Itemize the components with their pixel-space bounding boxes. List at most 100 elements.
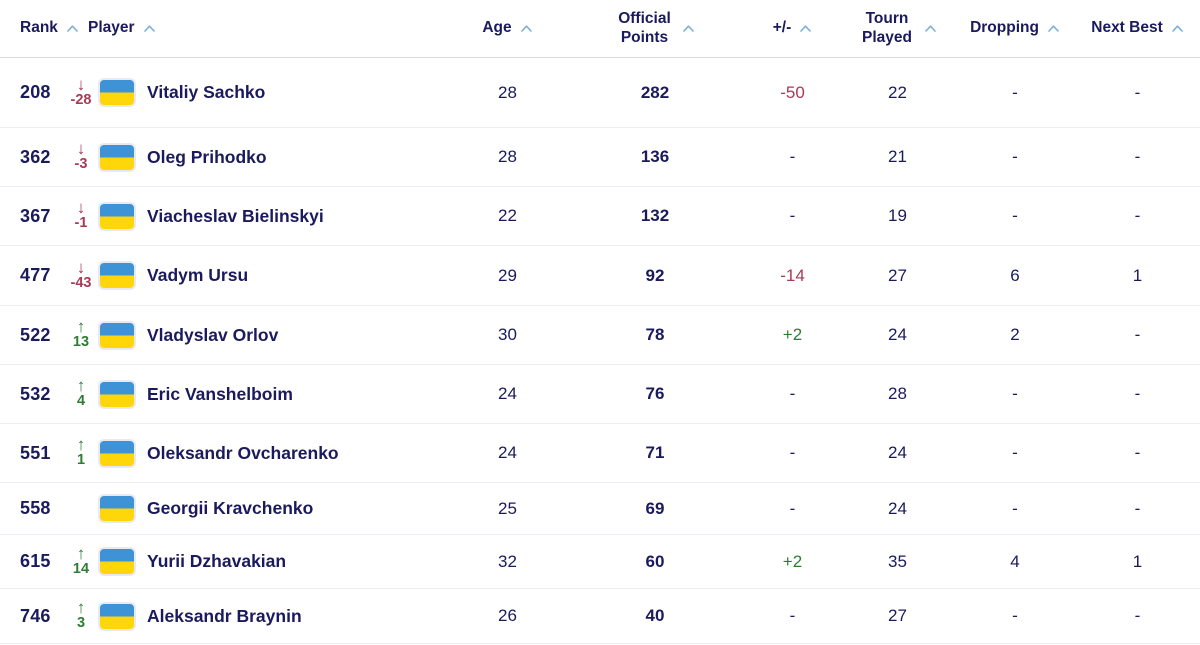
official-points-value: 132 (640, 206, 670, 225)
rank-movement-value: -3 (74, 156, 88, 172)
column-header-player[interactable]: Player (88, 19, 450, 38)
next-best-value: - (1134, 443, 1141, 462)
player-name[interactable]: Oleg Prihodko (147, 146, 267, 167)
official-points-value: 78 (645, 325, 665, 344)
dropping-value: 2 (1010, 325, 1020, 344)
table-body: 208 ↓ -28 Vitaliy Sachko 28 282 -50 22- -362 ↓ -3 O… (0, 58, 1200, 644)
rank-up-arrow-icon: ↑ (76, 543, 86, 563)
sort-caret-icon (682, 25, 694, 32)
rank-movement: ↑ 14 (64, 543, 98, 577)
rank-movement: ↓ -43 (64, 257, 98, 291)
column-header-nextbest[interactable]: Next Best (1075, 19, 1200, 38)
next-best-value: - (1134, 606, 1141, 625)
age-value: 29 (498, 265, 517, 285)
plus-minus-value: - (789, 443, 796, 462)
player-name[interactable]: Oleksandr Ovcharenko (147, 442, 339, 463)
rank-movement: ↓ -3 (64, 139, 98, 172)
rank-up-arrow-icon: ↑ (76, 435, 86, 454)
player-row[interactable]: 746 ↑ 3 Aleksandr Braynin 26 40 - 27 - - (0, 589, 1200, 644)
rank-down-arrow-icon: ↓ (76, 139, 86, 158)
tournaments-played-value: 27 (888, 606, 907, 625)
rank-up-arrow-icon: ↑ (76, 317, 86, 336)
official-points-value: 76 (645, 384, 665, 403)
plus-minus-value: +2 (782, 325, 803, 344)
ukraine-flag-icon (98, 320, 136, 350)
rank-down-arrow-icon: ↓ (76, 257, 86, 277)
rank-movement-value: -1 (74, 215, 88, 231)
tournaments-played-value: 28 (888, 384, 907, 403)
dropping-value: - (1012, 443, 1018, 462)
dropping-value: - (1012, 147, 1018, 166)
next-best-value: - (1134, 206, 1141, 225)
player-name[interactable]: Aleksandr Braynin (147, 605, 302, 626)
next-best-value: - (1134, 147, 1141, 166)
player-row[interactable]: 362 ↓ -3 Oleg Prihodko 28 136 - 21 - - (0, 128, 1200, 187)
ukraine-flag-icon (98, 142, 136, 172)
official-points-value: 60 (645, 551, 665, 571)
rank-movement-value: 14 (72, 560, 90, 577)
rank-value: 367 (20, 205, 51, 226)
flag-cell (98, 201, 140, 231)
tournaments-played-value: 24 (888, 443, 907, 462)
player-row[interactable]: 367 ↓ -1 Viacheslav Bielinskyi 22 132 - 19 - - (0, 187, 1200, 246)
column-header-label: Tourn Played (862, 9, 912, 46)
rank-value: 558 (20, 498, 51, 518)
column-header-label: Dropping (970, 19, 1039, 37)
age-value: 32 (498, 551, 517, 571)
rank-value: 362 (20, 146, 51, 167)
column-header-points[interactable]: Official Points (565, 10, 745, 47)
tournaments-played-value: 27 (888, 265, 907, 285)
player-name[interactable]: Vadym Ursu (147, 265, 249, 285)
dropping-value: - (1012, 82, 1018, 102)
sort-caret-icon (1171, 25, 1183, 32)
rank-down-arrow-icon: ↓ (76, 198, 86, 217)
column-header-label: Rank (20, 19, 58, 37)
rank-value: 208 (20, 82, 51, 102)
flag-cell (98, 547, 140, 576)
player-row[interactable]: 558 Georgii Kravchenko 25 69 - 24 - - (0, 483, 1200, 535)
player-row[interactable]: 522 ↑ 13 Vladyslav Orlov 30 78 +2 24 2 - (0, 306, 1200, 365)
rank-movement-value: 1 (76, 452, 86, 468)
rank-value: 746 (20, 605, 51, 626)
rank-movement: ↑ 3 (64, 599, 98, 631)
plus-minus-value: - (789, 498, 796, 518)
player-row[interactable]: 477 ↓ -43 Vadym Ursu 29 92 -14 27 6 1 (0, 246, 1200, 306)
tournaments-played-value: 22 (888, 82, 907, 102)
flag-cell (98, 142, 140, 172)
player-row[interactable]: 208 ↓ -28 Vitaliy Sachko 28 282 -50 22 - - (0, 58, 1200, 128)
official-points-value: 136 (640, 147, 670, 166)
player-name[interactable]: Vladyslav Orlov (147, 324, 279, 345)
dropping-value: - (1012, 384, 1018, 403)
column-header-tourn[interactable]: Tourn Played (840, 10, 955, 47)
dropping-value: 6 (1010, 265, 1020, 285)
player-name[interactable]: Vitaliy Sachko (147, 82, 266, 102)
official-points-value: 92 (645, 265, 665, 285)
rank-movement: ↑ 4 (64, 377, 98, 409)
flag-cell (98, 438, 140, 468)
player-row[interactable]: 551 ↑ 1 Oleksandr Ovcharenko 24 71 - 24 - - (0, 424, 1200, 483)
ukraine-flag-icon (98, 261, 136, 290)
age-value: 28 (498, 147, 517, 166)
dropping-value: - (1012, 498, 1018, 518)
player-name[interactable]: Georgii Kravchenko (147, 498, 314, 518)
column-header-plusminus[interactable]: +/- (745, 19, 840, 38)
age-value: 26 (498, 606, 517, 625)
player-name[interactable]: Yurii Dzhavakian (147, 551, 287, 571)
column-header-rank[interactable]: Rank (0, 19, 88, 38)
age-value: 24 (498, 384, 517, 403)
plus-minus-value: - (789, 606, 796, 625)
player-row[interactable]: 615 ↑ 14 Yurii Dzhavakian 32 60 +2 35 4 1 (0, 535, 1200, 589)
tournaments-played-value: 19 (888, 206, 907, 225)
player-row[interactable]: 532 ↑ 4 Eric Vanshelboim 24 76 - 28 - - (0, 365, 1200, 424)
tournaments-played-value: 24 (888, 325, 907, 344)
sort-caret-icon (67, 25, 78, 32)
player-name[interactable]: Viacheslav Bielinskyi (147, 205, 324, 226)
column-header-age[interactable]: Age (450, 19, 565, 38)
ukraine-flag-icon (98, 379, 136, 409)
column-header-label: +/- (772, 19, 792, 37)
player-name[interactable]: Eric Vanshelboim (147, 383, 293, 404)
column-header-dropping[interactable]: Dropping (955, 19, 1075, 38)
flag-cell (98, 601, 140, 631)
next-best-value: - (1134, 498, 1141, 518)
sort-caret-icon (1048, 25, 1059, 32)
